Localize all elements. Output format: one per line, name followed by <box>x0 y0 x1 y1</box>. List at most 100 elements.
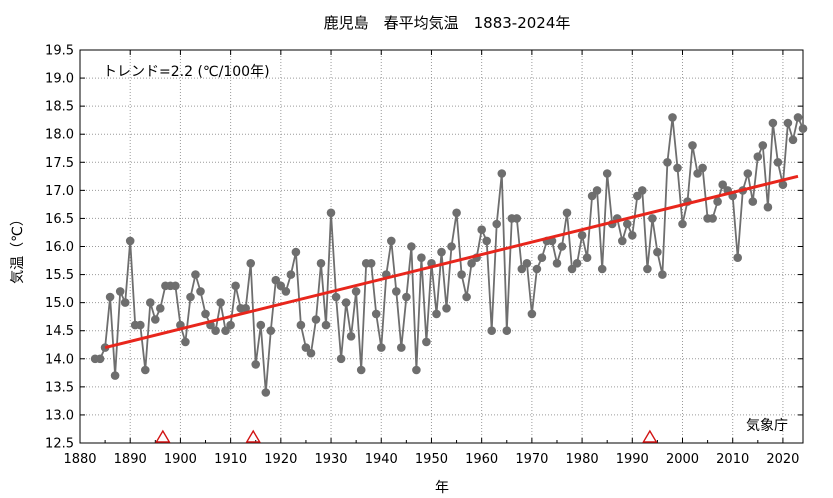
data-point <box>447 242 456 251</box>
data-point <box>146 298 155 307</box>
data-point <box>462 292 471 302</box>
y-axis-label: 気温（℃） <box>10 212 26 284</box>
y-tick-label: 15.5 <box>45 268 74 283</box>
data-point <box>216 298 225 307</box>
data-point <box>517 264 527 274</box>
data-point <box>653 247 662 257</box>
data-point <box>442 304 451 313</box>
data-point <box>392 287 401 296</box>
data-point <box>306 348 316 358</box>
data-point <box>748 197 758 206</box>
data-point <box>577 231 587 240</box>
data-point <box>527 309 537 319</box>
data-point <box>115 287 125 296</box>
data-point <box>502 326 512 336</box>
data-point <box>377 343 386 352</box>
data-point <box>798 124 808 133</box>
x-tick-label: 1880 <box>63 452 96 467</box>
data-point <box>477 225 487 234</box>
x-tick-label: 1930 <box>314 452 347 467</box>
y-tick-label: 15.0 <box>45 296 74 311</box>
station-change-markers <box>155 429 658 443</box>
data-point <box>186 292 195 302</box>
data-point <box>196 287 205 296</box>
data-point <box>793 113 803 122</box>
data-point <box>663 158 672 167</box>
data-point <box>105 292 115 302</box>
x-tick-label: 1900 <box>164 452 197 467</box>
y-tick-label: 17.5 <box>45 156 74 171</box>
data-point <box>397 343 406 352</box>
station-change-marker <box>642 429 658 443</box>
data-point <box>181 337 190 347</box>
x-tick-label: 1980 <box>566 452 599 467</box>
data-point <box>331 292 341 302</box>
data-point <box>326 208 336 218</box>
data-point <box>402 292 411 302</box>
data-point <box>597 264 607 274</box>
data-point <box>743 169 753 178</box>
x-tick-label: 1940 <box>365 452 398 467</box>
x-axis-label: 年 <box>435 480 449 496</box>
x-tick-label: 1910 <box>214 452 247 467</box>
data-point <box>628 231 637 240</box>
x-tick-label: 2020 <box>766 452 799 467</box>
data-point <box>311 315 321 324</box>
data-point <box>602 169 612 178</box>
data-point <box>256 320 266 330</box>
y-tick-label: 13.0 <box>45 408 74 423</box>
data-point <box>768 118 778 128</box>
data-point <box>572 259 582 268</box>
data-point <box>467 259 476 268</box>
data-point <box>316 259 326 268</box>
data-point <box>231 281 240 291</box>
y-tick-label: 18.0 <box>45 128 74 143</box>
trend-line <box>104 174 799 350</box>
data-point <box>693 169 702 178</box>
data-point <box>497 169 507 178</box>
data-point <box>261 388 271 397</box>
x-tick-label: 2000 <box>666 452 699 467</box>
x-tick-label: 1920 <box>264 452 297 467</box>
data-point <box>492 219 502 229</box>
data-point <box>592 186 602 195</box>
data-point <box>773 158 783 167</box>
data-point <box>321 320 331 330</box>
data-point <box>351 287 361 296</box>
data-point <box>618 236 627 246</box>
data-point <box>778 180 788 189</box>
y-tick-label: 18.5 <box>45 100 74 115</box>
data-point <box>512 214 522 223</box>
data-point <box>487 326 497 336</box>
data-point <box>482 236 492 246</box>
data-point <box>437 247 446 257</box>
y-tick-label: 16.0 <box>45 240 74 255</box>
data-point <box>371 309 381 319</box>
data-point <box>668 113 677 122</box>
data-point <box>412 365 421 375</box>
data-point <box>673 163 682 173</box>
data-point <box>271 275 281 285</box>
data-point <box>266 326 276 336</box>
data-point <box>407 242 416 251</box>
data-point <box>171 281 180 291</box>
data-point <box>211 326 220 336</box>
data-point <box>562 208 572 218</box>
data-point <box>291 247 301 257</box>
data-point <box>633 191 642 201</box>
data-point <box>251 360 260 369</box>
data-point <box>552 259 562 268</box>
data-point <box>522 259 532 268</box>
data-point <box>276 281 286 291</box>
data-point <box>783 118 793 128</box>
data-point <box>246 259 255 268</box>
data-point <box>557 242 567 251</box>
data-point <box>733 253 742 262</box>
data-point <box>191 270 200 279</box>
y-tick-label: 13.5 <box>45 380 74 395</box>
source-text: 気象庁 <box>746 418 788 434</box>
data-series <box>90 113 808 397</box>
y-tick-label: 12.5 <box>45 437 74 452</box>
data-point <box>452 208 461 218</box>
